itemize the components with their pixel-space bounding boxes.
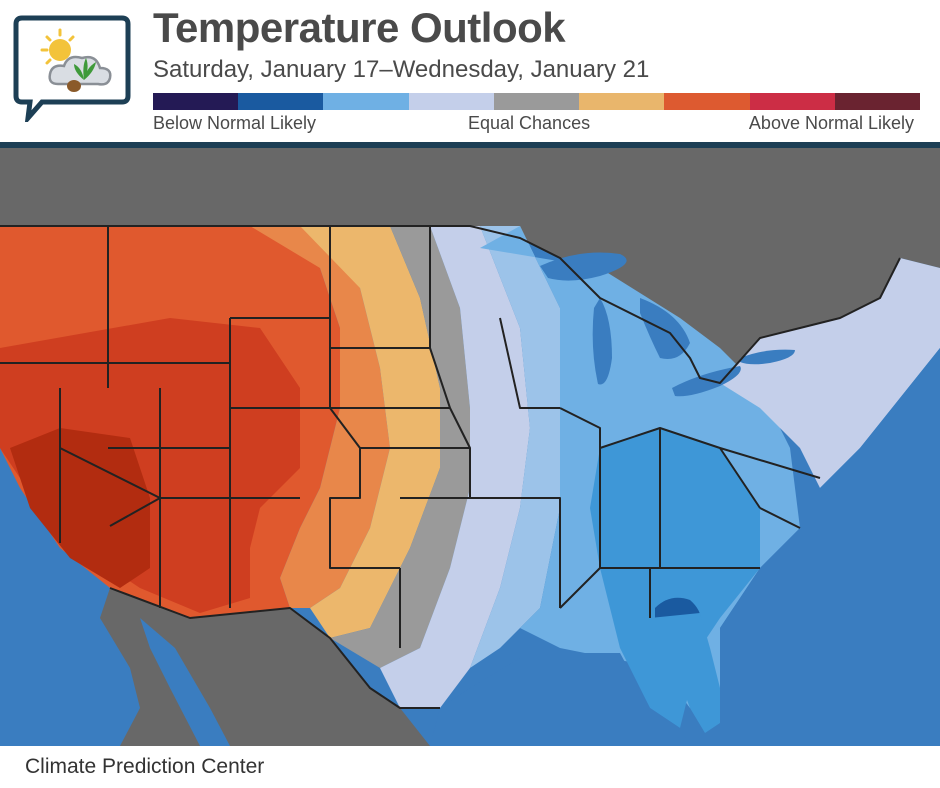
lake-erie <box>672 366 741 397</box>
legend-swatch <box>493 93 580 110</box>
us-mexico-border <box>109 587 440 709</box>
page-title: Temperature Outlook <box>153 4 566 51</box>
legend-swatch <box>579 93 665 110</box>
legend-label-equal: Equal Chances <box>468 113 591 133</box>
florida-peninsula <box>650 613 720 733</box>
state-lines-west <box>0 226 330 608</box>
gulf-of-california <box>140 618 230 746</box>
region-orange <box>250 226 390 608</box>
legend-swatch <box>664 93 750 110</box>
state-lines-central <box>230 226 471 648</box>
region-blue <box>590 428 760 728</box>
state-lines-east <box>470 317 821 618</box>
header-divider <box>0 142 940 148</box>
canada-landmass <box>0 148 940 383</box>
header: Temperature Outlook Saturday, January 17… <box>0 0 940 142</box>
date-range-subtitle: Saturday, January 17–Wednesday, January … <box>153 56 650 83</box>
us-canada-border <box>0 225 901 384</box>
legend-swatch <box>408 93 494 110</box>
region-pale-blue <box>380 226 530 708</box>
weather-logo-icon <box>13 15 131 122</box>
gulf-of-mexico <box>430 653 690 746</box>
atlantic-ocean <box>720 348 940 746</box>
region-gray <box>330 226 470 668</box>
source-credit: Climate Prediction Center <box>25 755 265 778</box>
region-light-blue <box>440 226 560 668</box>
legend-swatch <box>834 93 920 110</box>
lake-michigan <box>592 298 612 385</box>
region-light-orange <box>300 226 440 638</box>
legend-swatch <box>323 93 409 110</box>
legend-swatch <box>749 93 835 110</box>
legend-label-below: Below Normal Likely <box>153 113 317 133</box>
region-northeast-pale <box>720 258 940 488</box>
footer: Climate Prediction Center <box>0 746 940 788</box>
legend-swatch <box>153 93 239 110</box>
lake-ontario <box>740 349 795 365</box>
outlook-map <box>0 148 940 746</box>
legend-swatch <box>238 93 324 110</box>
region-dark-red <box>10 428 150 588</box>
color-legend <box>153 93 920 110</box>
legend-label-above: Above Normal Likely <box>748 113 914 133</box>
